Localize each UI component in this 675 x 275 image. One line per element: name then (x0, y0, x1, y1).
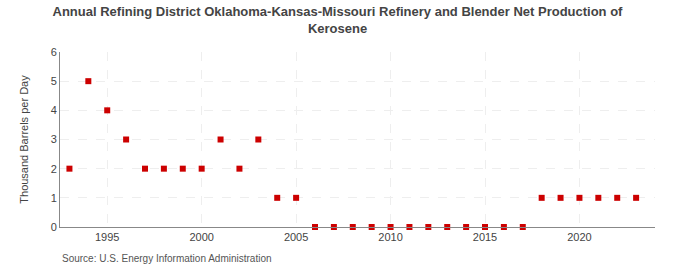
svg-text:2: 2 (51, 163, 57, 175)
svg-text:1: 1 (51, 192, 57, 204)
svg-text:2015: 2015 (473, 231, 497, 243)
svg-text:Source: U.S. Energy Informatio: Source: U.S. Energy Information Administ… (62, 253, 272, 264)
svg-text:2005: 2005 (284, 231, 308, 243)
svg-text:2020: 2020 (567, 231, 591, 243)
svg-text:0: 0 (51, 221, 57, 233)
svg-text:4: 4 (51, 104, 57, 116)
svg-text:Annual Refining District Oklah: Annual Refining District Oklahoma-Kansas… (53, 4, 624, 36)
svg-text:2000: 2000 (189, 231, 213, 243)
svg-text:1995: 1995 (95, 231, 119, 243)
svg-text:2010: 2010 (378, 231, 402, 243)
svg-text:3: 3 (51, 133, 57, 145)
svg-text:5: 5 (51, 75, 57, 87)
svg-text:Thousand Barrels per Day: Thousand Barrels per Day (18, 75, 30, 204)
svg-text:6: 6 (51, 46, 57, 58)
